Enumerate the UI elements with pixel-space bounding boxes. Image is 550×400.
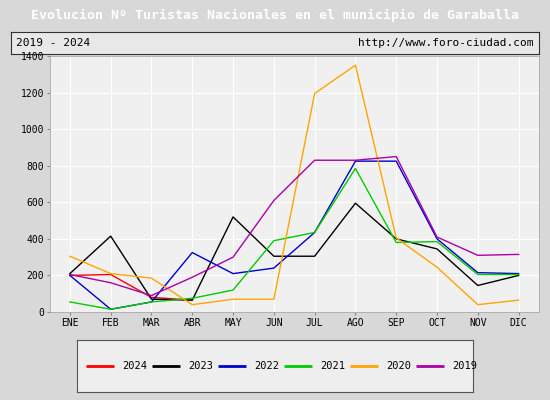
Text: 2021: 2021 — [320, 361, 345, 371]
Text: 2022: 2022 — [254, 361, 279, 371]
Text: 2019: 2019 — [452, 361, 477, 371]
Text: Evolucion Nº Turistas Nacionales en el municipio de Garaballa: Evolucion Nº Turistas Nacionales en el m… — [31, 8, 519, 22]
Text: http://www.foro-ciudad.com: http://www.foro-ciudad.com — [358, 38, 534, 48]
Text: 2023: 2023 — [188, 361, 213, 371]
Text: 2020: 2020 — [386, 361, 411, 371]
Text: 2024: 2024 — [122, 361, 147, 371]
Text: 2019 - 2024: 2019 - 2024 — [16, 38, 91, 48]
